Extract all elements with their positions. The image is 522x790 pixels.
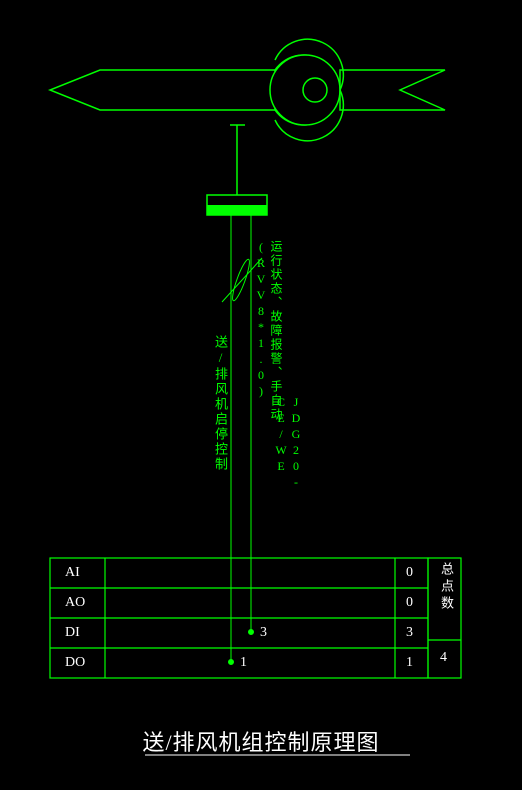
row-di-mid: 3 bbox=[260, 625, 267, 641]
label-start-stop: 送/排风机启停控制 bbox=[211, 335, 230, 525]
diagram-title: 送/排风机组控制原理图 bbox=[0, 725, 522, 757]
label-conduit: JDG20-CE/WE bbox=[273, 395, 303, 535]
row-do-label: DO bbox=[65, 655, 85, 671]
diagram-container: 送/排风机启停控制 运行状态、故障报警、手自动(RVV8*1.0) JDG20-… bbox=[0, 0, 522, 790]
row-ai-label: AI bbox=[65, 565, 80, 581]
signal-lines bbox=[229, 215, 254, 665]
side-label: 总点数 bbox=[437, 562, 456, 613]
row-di-count: 3 bbox=[406, 625, 413, 641]
row-do-mid: 1 bbox=[240, 655, 247, 671]
io-table bbox=[50, 558, 461, 678]
row-ao-count: 0 bbox=[406, 595, 413, 611]
side-value: 4 bbox=[440, 650, 447, 666]
row-ao-label: AO bbox=[65, 595, 85, 611]
row-ai-count: 0 bbox=[406, 565, 413, 581]
fan-arrow-shape bbox=[50, 39, 445, 195]
row-di-label: DI bbox=[65, 625, 80, 641]
actuator-block bbox=[207, 195, 267, 215]
row-do-count: 1 bbox=[406, 655, 413, 671]
